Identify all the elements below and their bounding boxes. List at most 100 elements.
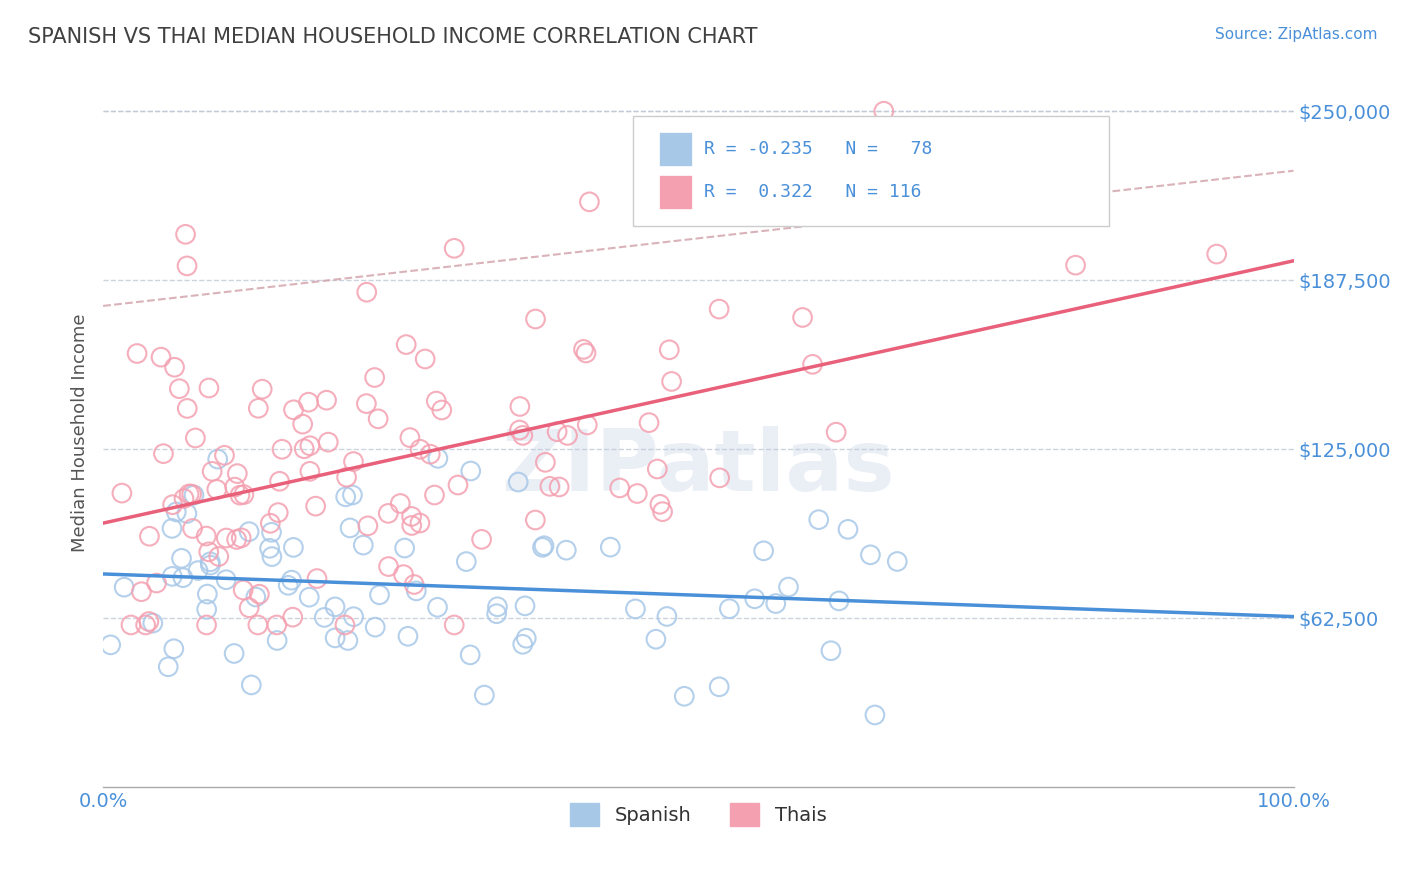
- Point: [752, 544, 775, 558]
- Point: [184, 431, 207, 445]
- Point: [195, 602, 218, 616]
- Point: [224, 480, 246, 494]
- Point: [238, 600, 260, 615]
- Point: [200, 558, 222, 573]
- Point: [201, 464, 224, 478]
- Point: [247, 587, 270, 601]
- Point: [377, 507, 399, 521]
- Point: [176, 401, 198, 416]
- Point: [298, 590, 321, 604]
- Point: [419, 447, 441, 461]
- Point: [259, 541, 281, 556]
- Point: [197, 545, 219, 559]
- Point: [512, 428, 534, 442]
- Point: [336, 633, 359, 648]
- Point: [240, 678, 263, 692]
- Point: [638, 416, 661, 430]
- Point: [392, 567, 415, 582]
- Point: [339, 521, 361, 535]
- Point: [707, 302, 730, 317]
- Point: [744, 591, 766, 606]
- Point: [765, 597, 787, 611]
- Point: [576, 417, 599, 432]
- Point: [142, 616, 165, 631]
- Point: [195, 587, 218, 601]
- FancyBboxPatch shape: [659, 175, 692, 209]
- Point: [624, 602, 647, 616]
- Point: [1205, 247, 1227, 261]
- Point: [314, 610, 336, 624]
- Point: [181, 521, 204, 535]
- Point: [512, 637, 534, 651]
- Point: [485, 607, 508, 621]
- Point: [145, 576, 167, 591]
- Point: [305, 572, 328, 586]
- Point: [578, 194, 600, 209]
- Point: [430, 403, 453, 417]
- Point: [509, 400, 531, 414]
- Point: [162, 498, 184, 512]
- Point: [323, 631, 346, 645]
- Point: [626, 486, 648, 500]
- Point: [405, 583, 427, 598]
- Point: [323, 599, 346, 614]
- Point: [357, 519, 380, 533]
- Point: [645, 632, 668, 647]
- Point: [333, 618, 356, 632]
- Point: [224, 647, 246, 661]
- Point: [409, 442, 432, 457]
- Point: [131, 584, 153, 599]
- Point: [187, 564, 209, 578]
- Point: [120, 618, 142, 632]
- Point: [531, 541, 554, 555]
- Point: [198, 381, 221, 395]
- Point: [259, 516, 281, 531]
- Point: [280, 573, 302, 587]
- Point: [859, 548, 882, 562]
- Point: [160, 521, 183, 535]
- Point: [1064, 258, 1087, 272]
- Point: [298, 464, 321, 478]
- Point: [150, 350, 173, 364]
- Point: [509, 423, 531, 437]
- Point: [138, 529, 160, 543]
- Point: [401, 509, 423, 524]
- Point: [176, 507, 198, 521]
- FancyBboxPatch shape: [659, 132, 692, 166]
- Point: [508, 475, 530, 489]
- Point: [343, 609, 366, 624]
- Point: [250, 382, 273, 396]
- Point: [837, 522, 859, 536]
- Point: [486, 599, 509, 614]
- Point: [260, 525, 283, 540]
- Point: [658, 343, 681, 357]
- Point: [352, 538, 374, 552]
- Point: [172, 571, 194, 585]
- Point: [135, 618, 157, 632]
- Point: [271, 442, 294, 457]
- Point: [456, 555, 478, 569]
- Point: [292, 442, 315, 456]
- Point: [245, 590, 267, 604]
- Point: [315, 393, 337, 408]
- Point: [413, 351, 436, 366]
- Point: [651, 505, 673, 519]
- Point: [138, 615, 160, 629]
- Point: [524, 312, 547, 326]
- Point: [231, 531, 253, 545]
- Point: [157, 660, 180, 674]
- Point: [778, 580, 800, 594]
- Point: [820, 644, 842, 658]
- Point: [356, 396, 378, 410]
- Point: [409, 516, 432, 530]
- Point: [205, 483, 228, 497]
- Point: [377, 559, 399, 574]
- Point: [426, 600, 449, 615]
- Point: [111, 486, 134, 500]
- Point: [423, 488, 446, 502]
- Point: [709, 680, 731, 694]
- Point: [342, 454, 364, 468]
- Point: [152, 447, 174, 461]
- Point: [291, 417, 314, 431]
- Point: [524, 513, 547, 527]
